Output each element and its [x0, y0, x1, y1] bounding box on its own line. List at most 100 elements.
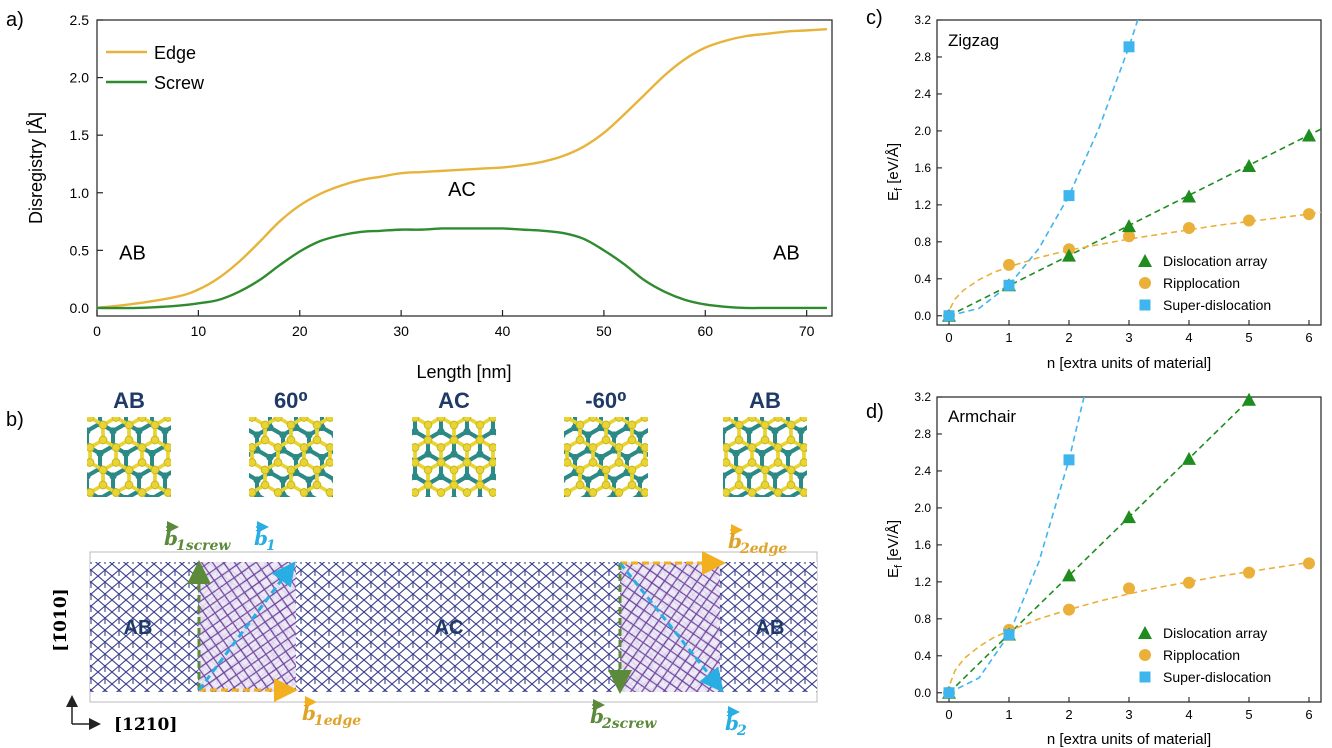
panel-d-x-label: n [extra units of material]	[1047, 731, 1211, 748]
d-legend-label: Super-dislocation	[1163, 669, 1271, 685]
a-series-edge	[96, 28, 827, 310]
panel-c-ticks: 0 1 2 3 4 5 6 0.0 0.4 0.8 1.2 1.6 2.0 2.4 2.8 3.2	[914, 13, 1312, 345]
c-marker-square	[943, 310, 955, 322]
a-x-tick-label: 0	[93, 323, 101, 339]
c-y-tick-label: 2.8	[914, 50, 931, 64]
svg-text:Ef [eV/Å]: Ef [eV/Å]	[885, 520, 905, 578]
panel-c-title: Zigzag	[948, 31, 999, 50]
panel-c-label: c)	[866, 7, 883, 29]
d-y-tick-label: 2.8	[914, 427, 931, 441]
region-label-ac: AC	[435, 617, 464, 639]
panel-c-legend: Dislocation array Ripplocation Super-dislo…	[1138, 253, 1271, 313]
d-legend-label: Dislocation array	[1163, 625, 1267, 641]
d-y-tick-label: 1.6	[914, 538, 931, 552]
b2-sub: 2	[736, 723, 747, 739]
d-y-tick-label: 0.0	[914, 686, 931, 700]
d-marker-triangle	[1062, 568, 1076, 582]
c-y-tick-label: 1.2	[914, 198, 931, 212]
a-annotation: AB	[773, 243, 800, 265]
d-marker-circle	[1123, 582, 1135, 595]
a-annotation: AC	[448, 179, 476, 201]
d-y-tick-label: 2.4	[914, 464, 931, 478]
panel-d-ticks: 0 1 2 3 4 5 6 0.0 0.4 0.8 1.2 1.6 2.0 2.4 2.8 3.2	[914, 390, 1312, 722]
stacking-label-minus60: -60⁰	[585, 388, 626, 413]
b2screw-sub: 2screw	[601, 716, 657, 732]
d-y-tick-label: 3.2	[914, 390, 931, 404]
svg-text:Ef [eV/Å]: Ef [eV/Å]	[885, 143, 905, 201]
c-x-tick-label: 0	[945, 330, 952, 345]
panel-a-annotations: AB AC AB	[119, 179, 800, 264]
c-marker-circle	[1003, 258, 1015, 271]
d-x-tick-label: 4	[1185, 707, 1192, 722]
a-y-tick-label: 2.0	[70, 70, 90, 86]
panel-d-label: d)	[866, 401, 884, 423]
b1edge-main: b	[302, 701, 316, 725]
axis-label-vertical: [1̄010]	[51, 588, 71, 651]
d-legend-marker	[1139, 649, 1151, 661]
d-marker-circle	[1303, 557, 1315, 570]
a-x-tick-label: 60	[697, 323, 713, 339]
panel-d-legend: Dislocation array Ripplocation Super-dislo…	[1138, 625, 1271, 685]
c-marker-circle	[1243, 214, 1255, 227]
a-x-tick-label: 30	[393, 323, 409, 339]
label-b2screw: b 2screw	[590, 699, 657, 732]
c-y-tick-label: 2.4	[914, 87, 931, 101]
panel-a: a) 0 10 20 30 40 50 60 70 0.0 0.5 1.0 1.5 2.0 2.5 AB…	[6, 9, 833, 382]
d-y-tick-label: 0.4	[914, 649, 931, 663]
a-y-tick-label: 2.5	[70, 12, 90, 28]
a-x-tick-label: 50	[596, 323, 612, 339]
d-marker-circle	[1243, 566, 1255, 579]
a-x-tick-label: 40	[495, 323, 511, 339]
region-label-ab-right: AB	[756, 617, 785, 639]
legend-edge-label: Edge	[154, 43, 196, 63]
b2edge-main: b	[728, 529, 742, 553]
a-x-tick-label: 70	[799, 323, 815, 339]
b1-main: b	[254, 526, 268, 550]
c-fit-1	[949, 211, 1321, 309]
panel-d: d) Armchair 0 1 2 3 4 5 6 0.0 0.4 0.8 1.2 1.6 2.0 2.4…	[866, 390, 1322, 748]
d-x-tick-label: 6	[1305, 707, 1312, 722]
label-b2edge: b 2edge	[728, 524, 787, 557]
c-marker-triangle	[1122, 219, 1136, 233]
panel-c-fits	[948, 20, 1321, 317]
a-y-tick-label: 1.5	[70, 127, 90, 143]
b1-vector	[197, 561, 296, 691]
c-marker-square	[1063, 190, 1075, 202]
d-marker-square	[1003, 629, 1015, 641]
b2screw-main: b	[590, 704, 604, 728]
c-legend-marker	[1139, 277, 1151, 289]
d-x-tick-label: 2	[1065, 707, 1072, 722]
panel-a-legend: Edge Screw	[106, 43, 205, 93]
c-y-tick-label: 2.0	[914, 124, 931, 138]
d-fit-1	[949, 561, 1310, 684]
d-marker-square	[1063, 454, 1075, 466]
panel-d-markers	[942, 392, 1315, 699]
crystal-axes: [1̄010] [12̄10]	[51, 588, 177, 735]
d-marker-square	[943, 687, 955, 699]
panel-d-fits	[948, 397, 1310, 694]
stacking-illustration-2	[412, 417, 496, 497]
c-legend-marker	[1139, 299, 1151, 311]
d-legend-marker	[1138, 626, 1152, 639]
c-marker-triangle	[1182, 189, 1196, 203]
d-fit-0	[948, 397, 1253, 694]
d-x-tick-label: 0	[945, 707, 952, 722]
region-label-ab-left: AB	[124, 617, 153, 639]
label-b1edge: b 1edge	[302, 696, 361, 729]
stacking-illustration-0	[87, 417, 171, 497]
stacking-illustration-3	[564, 417, 648, 497]
atomistic-strip: AB AC AB	[89, 551, 818, 703]
d-marker-triangle	[1242, 392, 1256, 406]
c-x-tick-label: 5	[1245, 330, 1252, 345]
panel-b: b) AB 60⁰ AC -60⁰ AB AB AC AB	[6, 388, 818, 739]
d-legend-marker	[1139, 671, 1151, 683]
d-x-tick-label: 1	[1005, 707, 1012, 722]
c-marker-triangle	[1302, 128, 1316, 142]
a-y-tick-label: 1.0	[70, 185, 90, 201]
panel-a-frame	[96, 19, 833, 317]
panel-c-markers	[942, 41, 1316, 322]
d-x-tick-label: 5	[1245, 707, 1252, 722]
panel-d-title: Armchair	[948, 407, 1016, 426]
legend-screw-label: Screw	[154, 73, 205, 93]
